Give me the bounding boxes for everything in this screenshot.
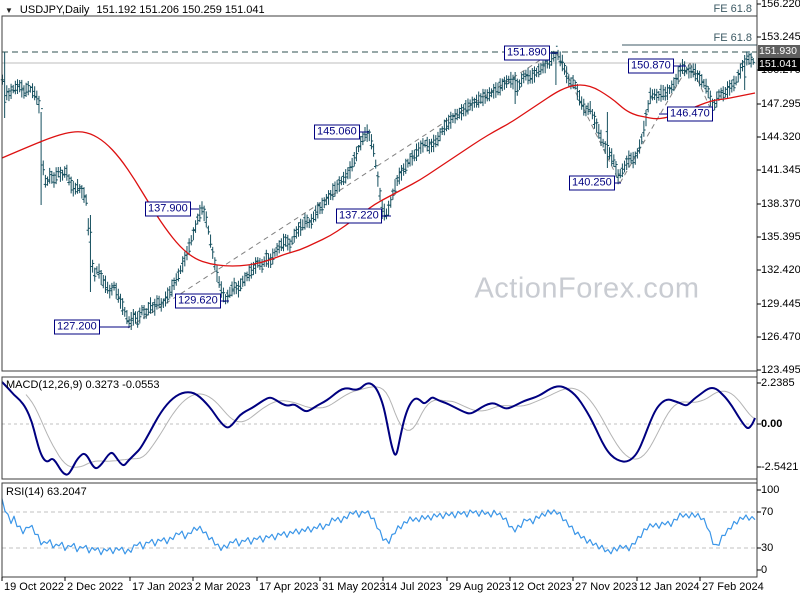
current-price-tag: 151.041	[758, 58, 800, 71]
x-axis-date-label: 12 Oct 2023	[512, 581, 572, 593]
price-axis-label: 153.245	[761, 31, 800, 43]
macd-values: 0.3273 -0.0553	[85, 379, 160, 391]
x-axis-date-label: 12 Jan 2024	[639, 581, 700, 593]
price-annotation-box[interactable]: 146.470	[667, 106, 713, 122]
rsi-axis-label: 0	[761, 564, 768, 576]
x-axis-date-label: 2 Dec 2022	[67, 581, 124, 593]
rsi-axis-label: 100	[761, 484, 780, 496]
fe-61-8-label: FE 61.8	[713, 3, 752, 15]
price-axis-label: 144.320	[761, 131, 800, 143]
price-axis-label: 123.495	[761, 364, 800, 376]
x-axis-date-label: 27 Nov 2023	[575, 581, 638, 593]
macd-signal-line	[25, 386, 756, 468]
swing-zigzag-line[interactable]	[619, 62, 691, 184]
rsi-name: RSI(14)	[6, 486, 44, 498]
swing-zigzag-line[interactable]	[555, 51, 621, 184]
x-axis-date-label: 19 Oct 2022	[4, 581, 64, 593]
chart-symbol-title: USDJPY,Daily	[19, 4, 90, 16]
x-axis-date-label: 29 Aug 2023	[449, 581, 511, 593]
rsi-value: 63.2047	[46, 486, 87, 498]
macd-axis-label: 2.2385	[761, 377, 795, 389]
rsi-line	[1, 498, 756, 556]
x-axis-date-label: 17 Jan 2023	[132, 581, 193, 593]
price-annotation-box[interactable]: 140.250	[569, 175, 615, 191]
price-axis-label: 126.470	[761, 331, 800, 343]
x-axis-date-label: 17 Apr 2023	[259, 581, 319, 593]
price-axis-label: 147.295	[761, 98, 800, 110]
rsi-indicator-label: RSI(14) 63.2047	[6, 486, 87, 498]
macd-line	[1, 381, 756, 476]
price-axis-label: 156.220	[761, 0, 800, 10]
rsi-axis-label: 30	[761, 542, 774, 554]
price-annotation-box[interactable]: 129.620	[175, 293, 221, 309]
resistance-price-tag: 151.930	[758, 45, 800, 58]
rsi-axis-label: 70	[761, 506, 774, 518]
macd-indicator-label: MACD(12,26,9) 0.3273 -0.0553	[6, 379, 160, 391]
price-axis-label: 129.445	[761, 298, 800, 310]
chart-ohlc-values: 151.192 151.206 150.259 151.041	[96, 4, 265, 16]
price-annotation-box[interactable]: 137.900	[145, 201, 191, 217]
symbol-dropdown-icon[interactable]: ▼	[5, 5, 13, 15]
chart-title-bar: ▼ USDJPY,Daily 151.192 151.206 150.259 1…	[5, 4, 265, 16]
rising-trendline[interactable]	[127, 54, 549, 329]
macd-axis-label: -2.5421	[761, 461, 799, 473]
moving-average-line[interactable]	[1, 84, 756, 267]
x-axis-date-label: 31 May 2023	[322, 581, 386, 593]
price-annotation-box[interactable]: 127.200	[54, 319, 100, 335]
macd-name: MACD(12,26,9)	[6, 379, 83, 391]
macd-axis-label: 0.00	[761, 418, 783, 430]
price-annotation-box[interactable]: 137.220	[336, 208, 382, 224]
price-axis-label: 138.370	[761, 198, 800, 210]
price-annotation-box[interactable]: 145.060	[314, 124, 360, 140]
price-axis-label: 135.395	[761, 231, 800, 243]
macd-pane-border	[1, 376, 758, 480]
price-axis-label: 132.420	[761, 264, 800, 276]
x-axis-date-label: 27 Feb 2024	[702, 581, 764, 593]
candlestick-series	[0, 45, 755, 330]
price-axis-label: 141.345	[761, 164, 800, 176]
x-axis-date-label: 2 Mar 2023	[195, 581, 251, 593]
fe-61-8-label: FE 61.8	[713, 32, 752, 44]
x-axis-date-label: 14 Jul 2023	[385, 581, 442, 593]
price-annotation-box[interactable]: 151.890	[504, 45, 550, 61]
watermark: ActionForex.com	[474, 272, 700, 305]
price-annotation-box[interactable]: 150.870	[628, 58, 674, 74]
